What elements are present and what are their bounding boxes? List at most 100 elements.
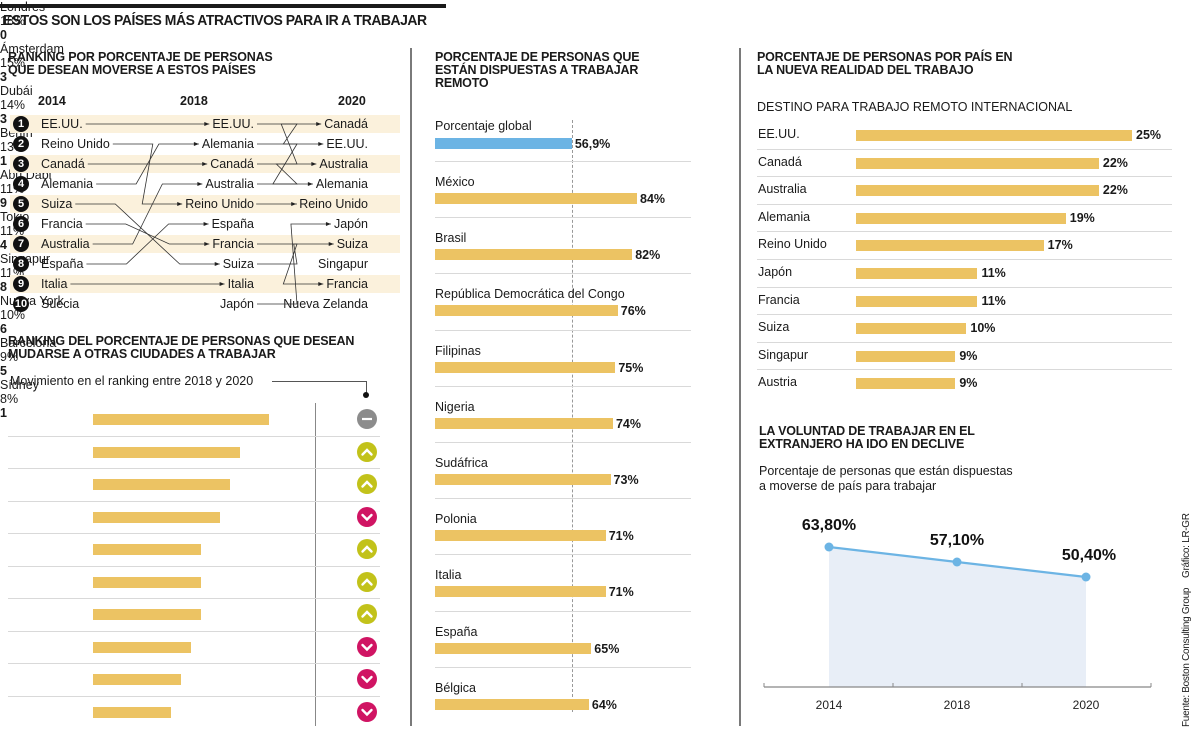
rank-2020-item: Canadá	[324, 117, 368, 131]
city-label: Dubái	[0, 84, 33, 98]
year-header-2018: 2018	[180, 94, 208, 108]
country-label: Nigeria	[435, 399, 475, 414]
destination-bar	[856, 378, 956, 390]
rank-2020-item: Australia	[319, 157, 368, 171]
row-divider	[8, 663, 380, 664]
x-tick-label: 2014	[816, 698, 843, 712]
row-divider	[8, 630, 380, 632]
chevron-up-icon	[361, 447, 373, 456]
badge-glyph	[362, 417, 372, 421]
remote-value-label: 71%	[608, 529, 634, 544]
badge-glyph	[361, 545, 373, 553]
rank-2018-item: Reino Unido	[185, 197, 254, 211]
rank-number-badge: 1	[13, 116, 29, 132]
city-bar	[93, 609, 201, 620]
row-divider	[435, 273, 691, 275]
cities-subtitle: Movimiento en el ranking entre 2018 y 20…	[10, 374, 254, 388]
remote-bar	[435, 361, 616, 373]
page-title: ESTOS SON LOS PAÍSES MÁS ATRACTIVOS PARA…	[3, 12, 427, 29]
arrowhead-icon	[318, 142, 324, 146]
rank-connector-line	[112, 143, 183, 205]
destination-value-label: 22%	[1102, 183, 1128, 198]
remote-bar	[435, 642, 592, 654]
data-value-label: 50,40%	[1062, 547, 1116, 564]
rank-2020-item: Nueva Zelanda	[283, 297, 368, 311]
chevron-down-icon	[361, 643, 373, 651]
remote-bar	[435, 417, 613, 429]
badge-glyph	[361, 447, 373, 456]
movement-value: 5	[0, 364, 7, 378]
global-reference-dashed-line	[571, 120, 573, 712]
arrow-down-icon	[357, 669, 377, 689]
rank-2018-item: Japón	[219, 297, 254, 311]
destination-value-label: 9%	[959, 348, 978, 363]
rank-connector-line	[85, 223, 210, 245]
global-value-label: 56,9%	[574, 137, 611, 151]
remote-bar	[435, 530, 606, 542]
cities-title: RANKING DEL PORCENTAJE DE PERSONAS QUE D…	[8, 334, 355, 361]
row-divider	[435, 217, 691, 219]
city-bar	[93, 479, 230, 490]
row-divider	[435, 385, 691, 387]
row-divider	[435, 329, 691, 331]
data-value-label: 63,80%	[802, 517, 856, 534]
destination-label: Francia	[758, 292, 800, 307]
badge-glyph	[361, 480, 373, 488]
rank-number-badge: 3	[13, 156, 29, 172]
arrowhead-icon	[177, 202, 183, 206]
row-divider	[435, 554, 691, 556]
remote-bar	[435, 305, 618, 317]
rank-connector-line	[257, 163, 317, 185]
arrow-up-icon	[357, 474, 377, 494]
rank-2020-item: Suiza	[336, 237, 368, 251]
arrowhead-icon	[325, 222, 331, 226]
data-point	[1081, 572, 1091, 582]
column-divider-2	[739, 48, 741, 726]
rank-2018-item: Italia	[227, 277, 254, 291]
movement-value: 0	[0, 28, 7, 42]
row-divider	[757, 231, 1172, 233]
arrowhead-icon	[291, 202, 297, 206]
destination-bar	[856, 130, 1132, 141]
rank-2020-item: Japón	[333, 217, 368, 231]
country-label: Brasil	[435, 231, 467, 246]
country-label: Bélgica	[435, 680, 476, 695]
destination-bar	[856, 323, 967, 335]
remote-value-label: 84%	[640, 192, 666, 206]
chevron-down-icon	[361, 513, 373, 521]
data-point	[824, 542, 834, 552]
remote-bar	[435, 249, 633, 261]
remote-bar	[435, 586, 606, 598]
rank-2014-item: España	[41, 257, 84, 271]
rank-2014-item: Australia	[41, 237, 90, 251]
arrowhead-icon	[193, 142, 199, 146]
rank-2018-item: Australia	[205, 177, 254, 191]
destination-value-label: 19%	[1069, 210, 1095, 225]
x-tick-label: 2018	[944, 698, 971, 712]
arrowhead-icon	[318, 282, 324, 286]
rank-2014-item: Italia	[41, 277, 68, 291]
rank-number-badge: 5	[13, 196, 29, 212]
top-rule	[0, 4, 446, 8]
rank-2020-item: Singapur	[317, 257, 368, 271]
destination-value-label: 9%	[959, 376, 978, 391]
row-divider	[8, 468, 380, 469]
row-divider	[435, 666, 691, 668]
chevron-down-icon	[361, 675, 373, 684]
remote-title: PORCENTAJE DE PERSONAS QUE ESTÁN DISPUES…	[435, 50, 640, 90]
rank-connector-line	[96, 143, 199, 185]
rank-row-band	[10, 195, 400, 213]
rank-number-badge: 10	[13, 296, 29, 312]
rank-2018-item: EE.UU.	[212, 117, 254, 131]
remote-value-label: 65%	[594, 641, 620, 656]
country-label: España	[435, 624, 478, 639]
rank-connector-line	[257, 123, 324, 145]
arrowhead-icon	[202, 162, 208, 166]
rank-2018-item: Canadá	[210, 157, 254, 171]
city-value-label: 14%	[0, 98, 26, 112]
country-label: Italia	[435, 568, 462, 583]
destination-value-label: 11%	[981, 266, 1006, 280]
movement-column-divider	[315, 403, 316, 726]
row-divider	[757, 148, 1172, 150]
city-bar	[93, 706, 172, 718]
